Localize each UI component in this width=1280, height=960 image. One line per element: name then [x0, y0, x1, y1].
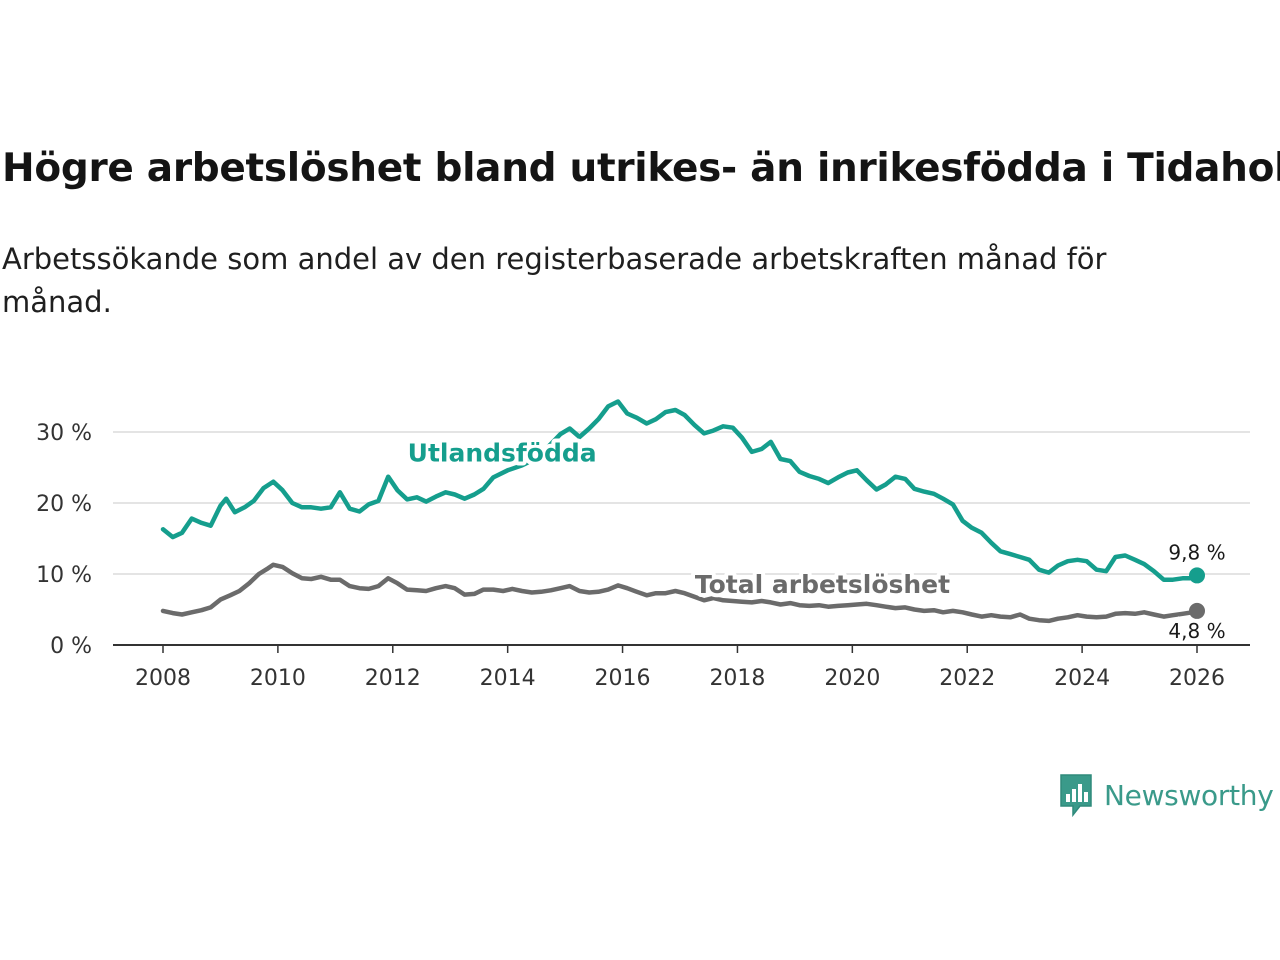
x-tick-label: 2022	[939, 666, 995, 691]
series-label-utlandsfodda: Utlandsfödda	[408, 439, 597, 468]
end-label-total: 4,8 %	[1168, 619, 1225, 643]
x-tick-label: 2026	[1169, 666, 1225, 691]
chart-subtitle: Arbetssökande som andel av den registerb…	[2, 242, 1107, 319]
x-tick-label: 2010	[250, 666, 306, 691]
x-tick-label: 2024	[1054, 666, 1110, 691]
y-tick-label: 0 %	[50, 634, 92, 659]
series-line-total	[160, 562, 1200, 624]
brand-logo: Newsworthy	[1058, 772, 1274, 818]
gridlines	[113, 431, 1250, 575]
brand-name: Newsworthy	[1104, 778, 1274, 812]
end-label-utlandsfodda: 9,8 %	[1168, 540, 1225, 564]
x-tick-label: 2018	[709, 666, 765, 691]
line-chart: 0 % 10 % 20 % 30 % 2008 2010 2012 2014 2016 2018 2…	[36, 399, 1250, 691]
x-tick-label: 2014	[480, 666, 536, 691]
y-tick-label: 30 %	[36, 421, 92, 446]
x-tick-label: 2012	[365, 666, 421, 691]
chart-title: Högre arbetslöshet bland utrikes- än inr…	[2, 146, 1280, 191]
series-label-total: Total arbetslöshet	[695, 570, 950, 599]
end-point-total	[1189, 602, 1205, 619]
x-tick-label: 2020	[824, 666, 880, 691]
axes: 0 % 10 % 20 % 30 % 2008 2010 2012 2014 2016 2018 2…	[36, 421, 1250, 691]
end-point-utlandsfodda	[1189, 567, 1205, 584]
labels: Utlandsfödda Total arbetslöshet 9,8 % 4,8 %	[404, 435, 1228, 646]
series-line-utlandsfodda	[160, 399, 1200, 582]
series-lines	[160, 399, 1205, 624]
y-tick-label: 10 %	[36, 563, 92, 588]
x-tick-label: 2016	[595, 666, 651, 691]
newsworthy-logo-icon	[1060, 774, 1092, 818]
y-tick-label: 20 %	[36, 492, 92, 517]
x-tick-label: 2008	[135, 666, 191, 691]
